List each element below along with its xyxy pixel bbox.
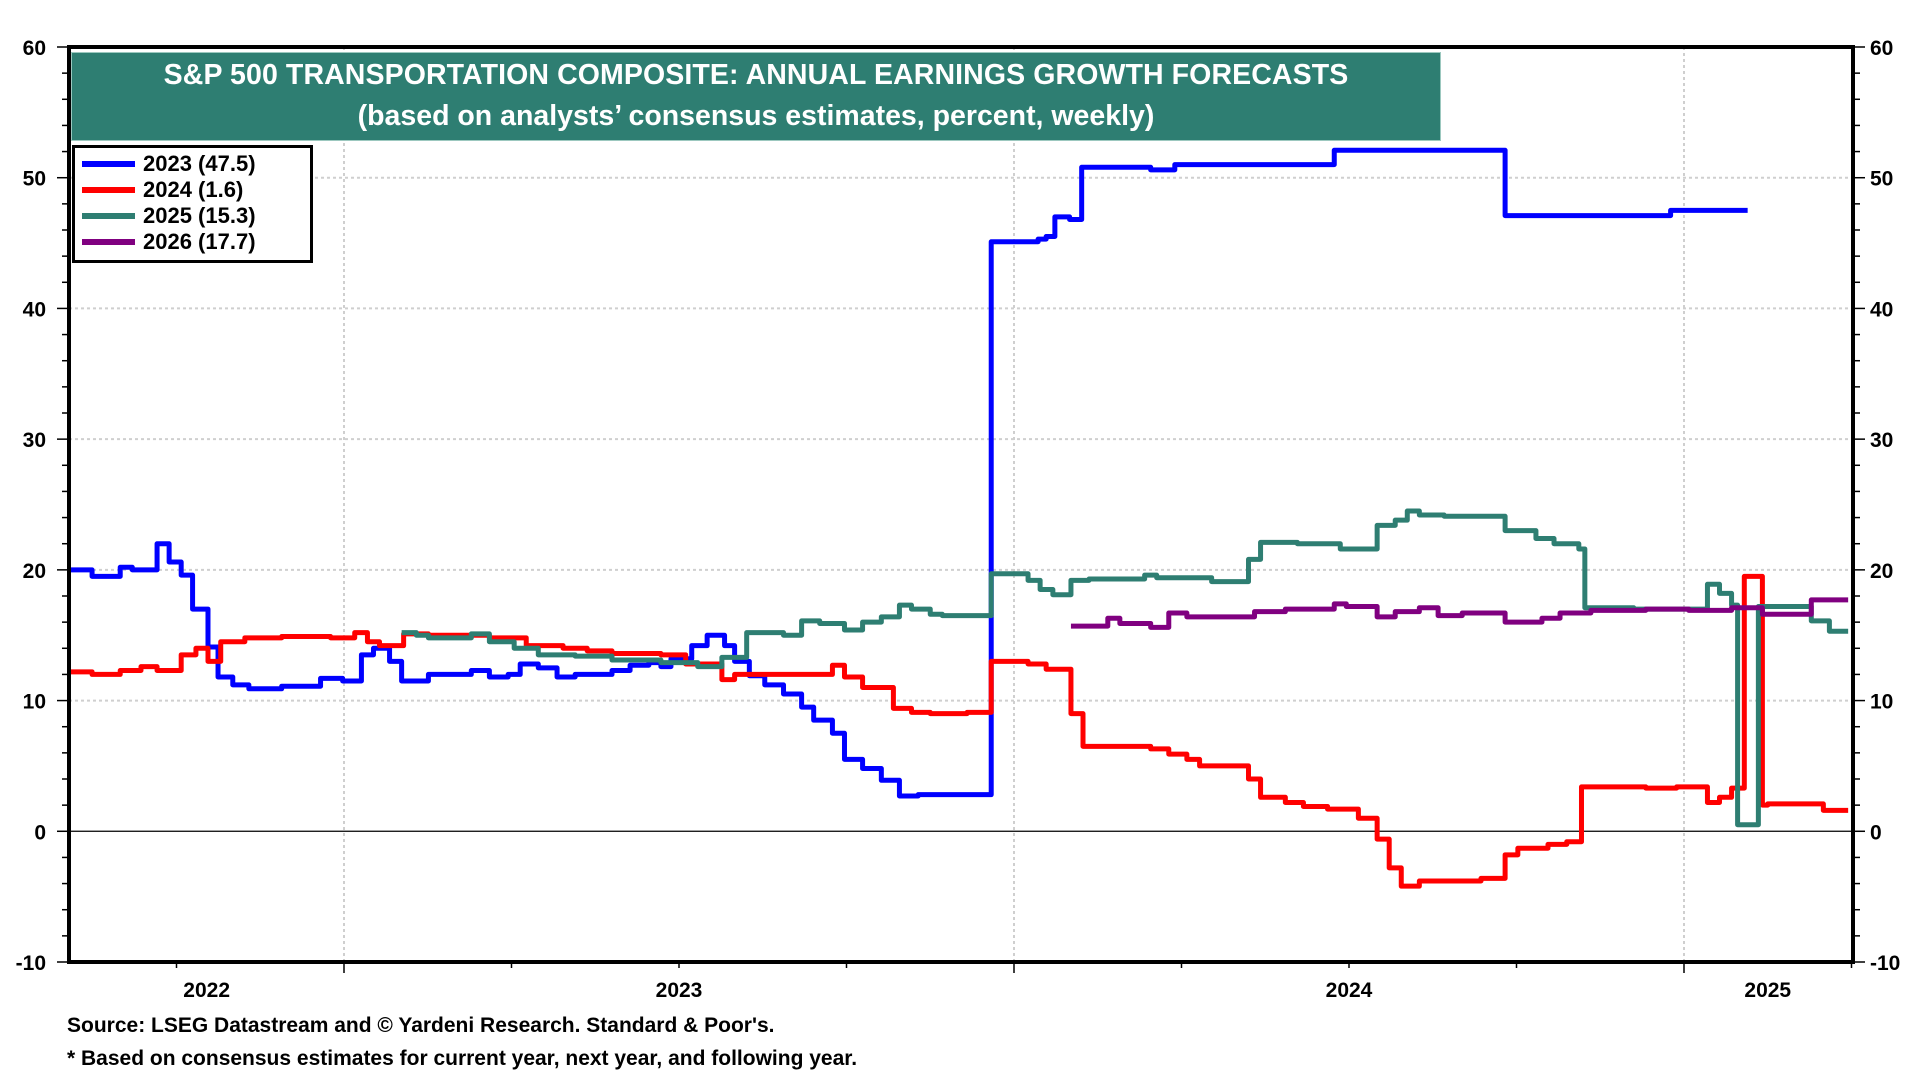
y-tick-label-left: 50 xyxy=(23,168,46,191)
y-tick-label-right: 60 xyxy=(1870,37,1893,60)
y-axis-left: -10 0 10 20 30 40 50 60 xyxy=(16,37,69,975)
y-tick-label-right: 0 xyxy=(1870,821,1882,844)
y-tick-label-left: 0 xyxy=(34,821,46,844)
legend-swatch-2024 xyxy=(82,187,135,193)
series-line-2026 xyxy=(1070,597,1849,630)
series-lines xyxy=(69,147,1849,889)
x-axis: 2022 2023 2024 2025 xyxy=(175,962,1853,1002)
chart-title: S&P 500 TRANSPORTATION COMPOSITE: ANNUAL… xyxy=(163,59,1349,91)
legend-label: 2025 (15.3) xyxy=(143,203,256,228)
plot-border xyxy=(67,45,1855,964)
chart-subtitle: (based on analysts’ consensus estimates,… xyxy=(357,100,1155,132)
legend-item-2025: 2025 (15.3) xyxy=(75,203,310,229)
legend-item-2024: 2024 (1.6) xyxy=(75,177,310,203)
legend-label: 2024 (1.6) xyxy=(143,177,244,202)
legend: 2023 (47.5) 2024 (1.6) 2025 (15.3) 2026 … xyxy=(72,145,313,263)
source-note: Source: LSEG Datastream and © Yardeni Re… xyxy=(67,1014,775,1037)
y-tick-label-right: 10 xyxy=(1870,691,1893,714)
footnote: * Based on consensus estimates for curre… xyxy=(67,1047,858,1070)
y-tick-label-right: 50 xyxy=(1870,168,1893,191)
legend-item-2023: 2023 (47.5) xyxy=(75,151,310,177)
legend-swatch-2026 xyxy=(82,239,135,245)
y-axis-right: -10 0 10 20 30 40 50 60 xyxy=(1853,37,1900,975)
legend-label: 2023 (47.5) xyxy=(143,151,256,176)
y-tick-label-left: 10 xyxy=(23,691,46,714)
series-line-2025 xyxy=(401,508,1849,828)
legend-swatch-2025 xyxy=(82,213,135,219)
y-tick-label-right: 40 xyxy=(1870,298,1893,321)
x-tick-label: 2022 xyxy=(183,979,230,1002)
x-tick-label: 2024 xyxy=(1326,979,1373,1002)
grid-lines xyxy=(69,47,1853,962)
y-tick-label-left: 30 xyxy=(23,429,46,452)
series-line-2024 xyxy=(69,573,1849,889)
series-line-2023 xyxy=(69,147,1748,799)
y-tick-label-left: 60 xyxy=(23,37,46,60)
legend-swatch-2023 xyxy=(82,161,135,167)
x-tick-label: 2023 xyxy=(656,979,703,1002)
y-tick-label-left: 40 xyxy=(23,298,46,321)
chart-title-box: S&P 500 TRANSPORTATION COMPOSITE: ANNUAL… xyxy=(71,52,1441,141)
plot-frame xyxy=(67,45,1855,964)
y-tick-label-right: 30 xyxy=(1870,429,1893,452)
y-tick-label-right: -10 xyxy=(1870,952,1900,975)
x-tick-label: 2025 xyxy=(1744,979,1791,1002)
y-tick-label-left: 20 xyxy=(23,560,46,583)
y-tick-label-right: 20 xyxy=(1870,560,1893,583)
y-tick-label-left: -10 xyxy=(16,952,46,975)
legend-label: 2026 (17.7) xyxy=(143,229,256,254)
legend-item-2026: 2026 (17.7) xyxy=(75,229,310,255)
